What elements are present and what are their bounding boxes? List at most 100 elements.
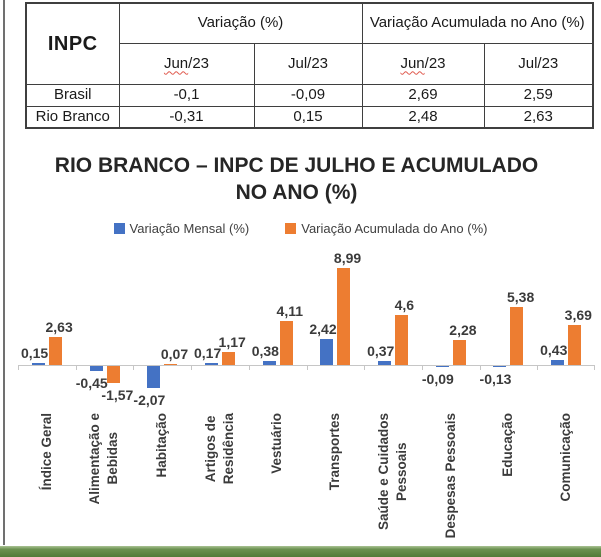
category-slot: 0,43 3,69 xyxy=(537,245,595,410)
x-label-slot: Habitação xyxy=(133,413,191,478)
table-group-header-acumulada: Variação Acumulada no Ano (%) xyxy=(361,2,594,44)
subheader-text: /23 xyxy=(188,54,210,72)
bar-mensal xyxy=(320,339,334,365)
x-label-slot: Vestuário xyxy=(249,413,307,474)
chart-title-line2: NO ANO (%) xyxy=(235,181,358,204)
data-label: 2,63 xyxy=(45,319,73,335)
category-slot: 0,15 2,63 xyxy=(18,245,76,410)
bar-acumulada xyxy=(510,307,524,365)
plot-slots: 0,15 2,63 -0,45 -1,57 -2,07 0,07 0,17 1,17 0,38 4… xyxy=(18,245,595,410)
data-label: 5,38 xyxy=(506,289,535,305)
x-label-slot: Alimentação e Bebidas xyxy=(76,413,134,505)
x-label-slot: Educação xyxy=(480,413,538,477)
bar-mensal xyxy=(204,363,218,365)
data-label: 1,17 xyxy=(218,334,246,350)
x-label-slot: Transportes xyxy=(306,413,364,490)
bar-acumulada xyxy=(337,268,351,365)
data-label: 0,37 xyxy=(367,343,395,359)
x-label-slot: Índice Geral xyxy=(18,413,76,490)
subheader-wavy-text: Jun xyxy=(400,54,425,72)
data-label: 0,43 xyxy=(540,342,568,358)
x-axis-line xyxy=(18,365,595,366)
axis-tick xyxy=(479,366,481,370)
bar-acumulada xyxy=(164,364,178,365)
bar-acumulada xyxy=(452,340,466,365)
data-label: -2,07 xyxy=(133,392,166,408)
axis-tick xyxy=(364,366,366,370)
x-axis-label: Habitação xyxy=(154,413,170,478)
legend-swatch-mensal-icon xyxy=(113,222,125,234)
chart-title-line1: RIO BRANCO – INPC DE JULHO E ACUMULADO xyxy=(54,154,539,177)
category-slot: 0,37 4,6 xyxy=(364,245,422,410)
data-label: -0,45 xyxy=(75,375,108,391)
category-slot: -2,07 0,07 xyxy=(133,245,191,410)
axis-tick xyxy=(421,366,423,370)
chart-title: RIO BRANCO – INPC DE JULHO E ACUMULADO N… xyxy=(0,152,593,206)
bar-mensal xyxy=(31,363,45,365)
category-slot: 0,17 1,17 xyxy=(191,245,249,410)
table-corner-label: INPC xyxy=(25,2,120,85)
legend-label-acumulada: Variação Acumulada do Ano (%) xyxy=(301,220,488,236)
bar-mensal xyxy=(435,366,449,367)
left-border-rule xyxy=(3,0,5,545)
category-slot: -0,45 -1,57 xyxy=(76,245,134,410)
bar-acumulada xyxy=(568,325,582,365)
category-slot: -0,09 2,28 xyxy=(422,245,480,410)
subheader-wavy-text: Jun xyxy=(163,54,189,72)
cell-brasil-jun-var: -0,1 xyxy=(118,83,255,107)
table-row-brasil: Brasil -0,1 -0,09 2,69 2,59 xyxy=(25,83,594,107)
x-label-slot: Saúde e Cuidados Pessoais xyxy=(364,413,422,530)
subheader-text: Jul/23 xyxy=(287,54,329,72)
category-slot: -0,13 5,38 xyxy=(480,245,538,410)
table-subheader-jul23-variacao: Jul/23 xyxy=(253,42,363,85)
data-label: 3,69 xyxy=(564,307,592,323)
x-axis-label: Alimentação e Bebidas xyxy=(87,413,121,505)
row-label-brasil: Brasil xyxy=(25,83,120,107)
data-label: 0,07 xyxy=(160,346,189,362)
bar-mensal xyxy=(377,361,391,365)
bar-mensal xyxy=(147,366,161,388)
x-axis-label: Saúde e Cuidados Pessoais xyxy=(375,413,409,531)
bar-acumulada xyxy=(221,352,235,365)
row-label-rio-branco: Rio Branco xyxy=(25,105,120,129)
x-axis-label: Índice Geral xyxy=(38,413,54,491)
legend-item-acumulada: Variação Acumulada do Ano (%) xyxy=(285,221,487,236)
bar-mensal xyxy=(262,361,276,365)
cell-brasil-jun-acum: 2,69 xyxy=(361,83,485,107)
table-subheader-jul23-acumulada: Jul/23 xyxy=(483,42,594,85)
bar-acumulada xyxy=(279,321,293,365)
cell-rb-jul-var: 0,15 xyxy=(253,105,363,129)
bar-acumulada xyxy=(394,315,408,365)
data-label: 0,17 xyxy=(194,345,222,361)
bar-mensal xyxy=(493,366,507,367)
data-label: -0,09 xyxy=(421,371,454,387)
legend-label-mensal: Variação Mensal (%) xyxy=(129,220,250,236)
cell-rb-jul-acum: 2,63 xyxy=(483,105,594,129)
inpc-table: INPC Variação (%) Variação Acumulada no … xyxy=(25,2,595,129)
table-subheader-jun23-variacao: Jun/23 xyxy=(118,42,255,85)
bar-mensal xyxy=(551,360,565,365)
data-label: 2,28 xyxy=(449,322,477,338)
data-label: 0,15 xyxy=(20,345,49,361)
legend-item-mensal: Variação Mensal (%) xyxy=(113,220,250,236)
x-label-slot: Artigos de Residência xyxy=(191,413,249,484)
axis-tick xyxy=(191,366,193,370)
axis-tick xyxy=(248,366,250,370)
x-label-slot: Comunicação xyxy=(537,413,595,502)
x-label-slot: Despesas Pessoais xyxy=(422,413,480,538)
bar-acumulada xyxy=(106,366,120,383)
x-axis-label: Despesas Pessoais xyxy=(442,413,458,539)
chart-legend: Variação Mensal (%) Variação Acumulada d… xyxy=(0,220,601,236)
x-axis-label: Comunicação xyxy=(557,413,573,502)
x-axis-label: Artigos de Residência xyxy=(202,413,236,485)
axis-tick xyxy=(75,366,77,370)
axis-tick xyxy=(133,366,135,370)
subheader-text: Jul/23 xyxy=(518,54,559,72)
category-slot: 2,42 8,99 xyxy=(306,245,364,410)
x-axis-label: Vestuário xyxy=(269,413,285,474)
data-label: 8,99 xyxy=(333,250,362,266)
cell-brasil-jul-acum: 2,59 xyxy=(483,83,594,107)
axis-tick xyxy=(306,366,308,370)
x-axis-label: Transportes xyxy=(327,413,343,491)
